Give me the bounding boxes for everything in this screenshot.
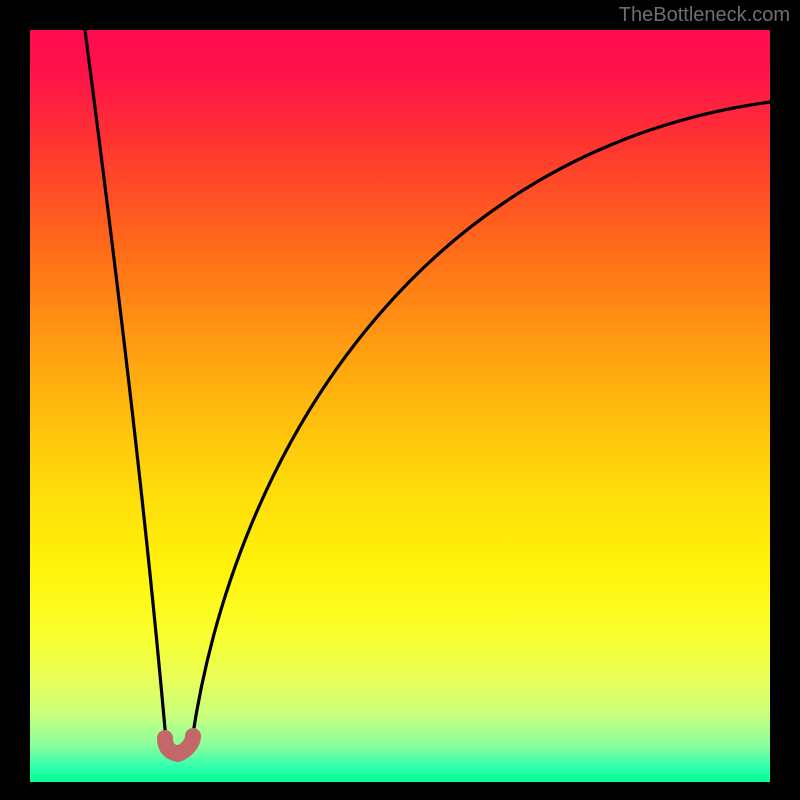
- bottleneck-chart-svg: [0, 0, 800, 800]
- chart-container: TheBottleneck.com: [0, 0, 800, 800]
- watermark-text: TheBottleneck.com: [619, 4, 790, 27]
- plot-area: [30, 30, 770, 782]
